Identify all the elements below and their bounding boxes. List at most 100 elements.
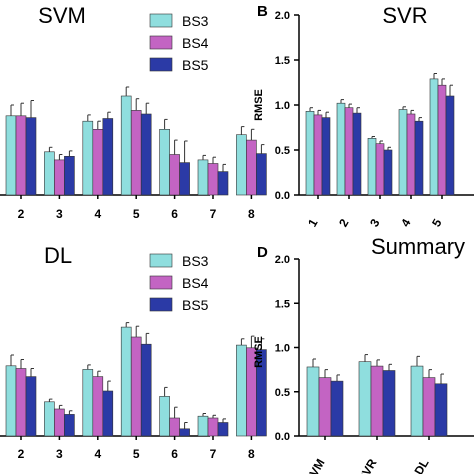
- chart-panel-dl: DL 2 3 4 5 6 7 8 BS3 BS4 BS5: [0, 243, 267, 461]
- y-tick-label: 2.0: [275, 10, 290, 22]
- bar-bs5: [140, 343, 152, 437]
- bar-bs3: [398, 109, 408, 196]
- bar-bs4: [207, 163, 219, 196]
- bar-bs3: [197, 415, 209, 437]
- bar-bs4: [375, 143, 385, 196]
- bar-bs5: [140, 113, 152, 196]
- bar-bs5: [102, 118, 114, 196]
- x-tick-label: DL: [411, 457, 431, 474]
- x-tick-label: 3: [56, 447, 63, 461]
- bar-bs5: [434, 383, 448, 437]
- chart-panel-summary: Summary D 0.0 0.5 1.0 1.5 2.0 RMSE SVM SVR DL: [253, 234, 474, 474]
- bar-bs5: [256, 153, 267, 196]
- x-tick-label: 2: [18, 207, 25, 221]
- bar-bs4: [92, 129, 104, 196]
- bar-bs5: [64, 414, 75, 437]
- bar-bs4: [169, 417, 180, 437]
- legend-swatch-bs4: [149, 35, 173, 50]
- bar-bs4: [169, 154, 180, 196]
- bar-bs3: [305, 111, 315, 196]
- legend-swatch-bs3: [149, 253, 173, 268]
- legend-label: BS3: [182, 13, 209, 29]
- y-tick-label: 2.0: [275, 254, 290, 266]
- legend-swatch-bs5: [149, 297, 173, 312]
- bar-bs5: [25, 376, 37, 437]
- chart-title: Summary: [371, 234, 465, 259]
- legend-label: BS4: [182, 35, 209, 51]
- x-tick-label: 4: [94, 447, 101, 461]
- x-tick-label: 3: [56, 207, 63, 221]
- bar-bs5: [217, 171, 229, 196]
- x-tick-label: 6: [171, 447, 178, 461]
- legend-label: BS4: [182, 275, 209, 291]
- x-tick-label: 4: [398, 216, 414, 229]
- bar-bs4: [15, 115, 27, 196]
- legend-swatch-bs4: [149, 275, 173, 290]
- y-tick-label: 0.5: [275, 387, 290, 399]
- bar-bs3: [306, 366, 320, 437]
- x-tick-label: 5: [133, 447, 140, 461]
- legend-swatch-bs3: [149, 13, 173, 28]
- legend-swatch-bs5: [149, 57, 173, 72]
- bar-bs5: [414, 120, 424, 196]
- bar-bs5: [383, 149, 393, 196]
- legend: BS3 BS4 BS5: [149, 13, 209, 73]
- bar-bs4: [246, 139, 257, 196]
- bar-bs3: [159, 396, 170, 437]
- y-tick-label: 1.5: [275, 298, 290, 310]
- bar-bs4: [406, 113, 416, 196]
- y-tick-label: 1.0: [275, 343, 290, 355]
- y-axis-label: RMSE: [253, 89, 265, 121]
- panel-letter: B: [257, 3, 268, 20]
- x-tick-label: 8: [248, 447, 255, 461]
- bar-bs5: [321, 117, 331, 196]
- x-tick-label: SVR: [355, 456, 380, 474]
- bar-bs4: [54, 408, 65, 437]
- y-axis-label: RMSE: [253, 336, 265, 368]
- bar-bs5: [445, 95, 455, 196]
- bar-bs5: [382, 370, 396, 437]
- bar-bs4: [422, 377, 436, 437]
- y-tick-label: 0.5: [275, 145, 290, 157]
- bar-bs3: [336, 102, 346, 196]
- legend-label: BS5: [182, 297, 209, 313]
- bar-bs5: [102, 390, 114, 437]
- bar-bs3: [120, 95, 132, 196]
- legend-label: BS5: [182, 57, 209, 73]
- bar-bs3: [429, 78, 439, 196]
- bar-bs5: [64, 156, 75, 196]
- y-tick-label: 0.0: [275, 431, 290, 443]
- x-tick-label: 7: [210, 207, 217, 221]
- chart-title: SVR: [382, 3, 427, 28]
- bar-bs5: [179, 428, 190, 437]
- bar-bs3: [82, 369, 94, 437]
- legend: BS3 BS4 BS5: [149, 253, 209, 313]
- bar-bs4: [130, 336, 142, 437]
- x-tick-label: 8: [248, 207, 255, 221]
- x-tick-label: 5: [429, 216, 445, 229]
- x-tick-label: 7: [210, 447, 217, 461]
- x-tick-label: 2: [18, 447, 25, 461]
- chart-panel-svm: SVM 2 3 4 5 6 7 8 BS3 BS4 BS5: [0, 3, 267, 221]
- bar-bs4: [318, 377, 332, 437]
- y-tick-label: 1.5: [275, 55, 290, 67]
- bar-bs3: [197, 159, 209, 196]
- x-tick-label: 6: [171, 207, 178, 221]
- chart-title: DL: [44, 243, 72, 268]
- legend-label: BS3: [182, 253, 209, 269]
- x-tick-label: SVM: [302, 457, 327, 474]
- bar-bs5: [25, 117, 37, 196]
- bar-bs4: [313, 114, 323, 196]
- panel-letter: D: [257, 244, 268, 261]
- x-tick-label: 5: [133, 207, 140, 221]
- bar-bs3: [367, 138, 377, 196]
- y-tick-label: 1.0: [275, 100, 290, 112]
- bar-bs3: [236, 134, 247, 196]
- bar-bs3: [5, 115, 17, 196]
- bar-bs4: [130, 110, 142, 196]
- bar-bs3: [44, 151, 55, 196]
- chart-title: SVM: [38, 3, 86, 28]
- bar-bs4: [207, 417, 219, 437]
- bar-bs5: [330, 380, 344, 437]
